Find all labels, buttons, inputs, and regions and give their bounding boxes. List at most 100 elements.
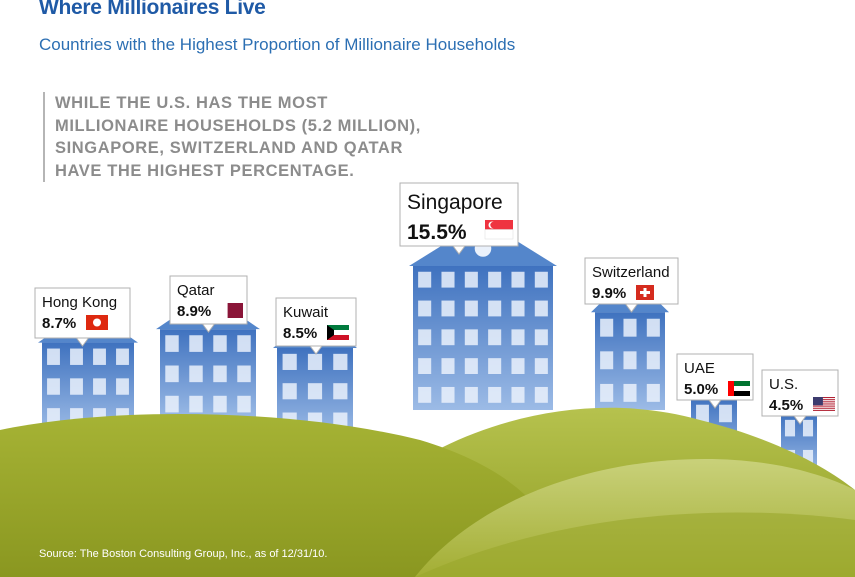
flag-hoist (221, 303, 228, 318)
flag-canton (813, 397, 823, 406)
label-box: UAE 5.0% (676, 353, 754, 401)
flag-stripe (327, 335, 349, 340)
house-window (116, 378, 129, 395)
flag-stripe (813, 401, 835, 403)
house-window (47, 348, 60, 365)
house-window (237, 335, 251, 352)
house-window (441, 329, 455, 346)
house-window (534, 271, 548, 288)
house-window (464, 386, 478, 403)
data-label: 4.5% (769, 397, 803, 414)
label-box: Singapore 15.5% (399, 182, 519, 247)
label-pointer (708, 399, 722, 409)
house-window (333, 353, 348, 370)
house-window (237, 395, 251, 413)
flag-emblem (93, 318, 101, 327)
house-window (464, 329, 478, 346)
house-window (623, 351, 637, 370)
flag-stripe (728, 391, 750, 396)
house-window (511, 329, 525, 346)
house-window (47, 408, 60, 425)
flag-stripe (327, 325, 349, 330)
flag-stripe (484, 229, 514, 240)
house-window (488, 300, 502, 317)
callout-text: WHILE THE U.S. HAS THE MOST MILLIONAIRE … (43, 92, 421, 182)
label-pointer (76, 337, 89, 347)
house-window (165, 335, 179, 352)
house-window (165, 395, 179, 413)
flag-hoist (728, 381, 734, 396)
house-window (488, 386, 502, 403)
house-window (646, 383, 660, 402)
house-window (93, 348, 106, 365)
callout-line: WHILE THE U.S. HAS THE MOST (55, 94, 328, 112)
house-window (623, 383, 637, 402)
singapore-flag-icon (484, 220, 514, 240)
flag-stripe (485, 220, 513, 230)
house-window (70, 348, 83, 365)
house-window (441, 271, 455, 288)
data-label: 8.7% (42, 315, 76, 332)
source-note: Source: The Boston Consulting Group, Inc… (39, 548, 328, 560)
left-hill (0, 413, 570, 577)
label-pointer (309, 345, 323, 355)
house-hong-kong (38, 307, 138, 432)
house-window (418, 358, 432, 374)
house-window (165, 365, 179, 383)
flag-stripe (813, 403, 835, 405)
house-window (511, 300, 525, 317)
house-window (441, 386, 455, 403)
house-window (70, 378, 83, 395)
flag-stripe (813, 409, 835, 411)
house-singapore (409, 220, 557, 410)
house-window (646, 318, 660, 337)
country-name: Singapore (407, 191, 503, 214)
house-window (189, 335, 203, 352)
house-window (488, 329, 502, 346)
label-box: Switzerland 9.9% (584, 257, 679, 305)
label-box: U.S. 4.5% (761, 369, 839, 417)
house-body (413, 266, 553, 410)
house-window (623, 318, 637, 337)
house-window (189, 395, 203, 413)
flag-cross (640, 291, 650, 294)
house-window (237, 365, 251, 383)
country-name: UAE (684, 360, 715, 377)
hong-kong-flag-icon (86, 315, 108, 330)
label-box-frame (584, 257, 679, 305)
flag-stripe (813, 397, 835, 399)
page-subtitle: Countries with the Highest Proportion of… (39, 35, 516, 54)
house-window (511, 271, 525, 288)
house-window (93, 378, 106, 395)
label-box: Kuwait 8.5% (275, 297, 357, 347)
country-name: Switzerland (592, 264, 670, 281)
house-window (534, 386, 548, 403)
house-window (646, 351, 660, 370)
house-window (307, 383, 323, 400)
house-window (307, 353, 323, 370)
house-window (600, 351, 614, 370)
label-box-frame (34, 287, 131, 339)
page-title: Where Millionaires Live (39, 0, 266, 19)
house-window (116, 348, 129, 365)
data-label: 8.9% (177, 303, 211, 320)
house-window (418, 386, 432, 403)
flag-stripe (813, 399, 835, 401)
house-window (464, 358, 478, 374)
data-label: 5.0% (684, 381, 718, 398)
us-flag-icon (813, 397, 835, 411)
house-window (511, 386, 525, 403)
house-window (441, 300, 455, 317)
country-name: Hong Kong (42, 294, 117, 311)
data-label: 15.5% (407, 221, 467, 244)
flag-stripe (327, 330, 349, 335)
house-window (282, 353, 297, 370)
house-window (47, 378, 60, 395)
house-window (600, 318, 614, 337)
label-pointer (452, 245, 466, 255)
flag-trapezoid (327, 325, 334, 340)
country-name: U.S. (769, 376, 798, 393)
label-box: Hong Kong 8.7% (34, 287, 131, 339)
labels-layer: Hong Kong 8.7% Qatar 8.9% Kuwait 8.5% Singapor… (34, 182, 839, 425)
